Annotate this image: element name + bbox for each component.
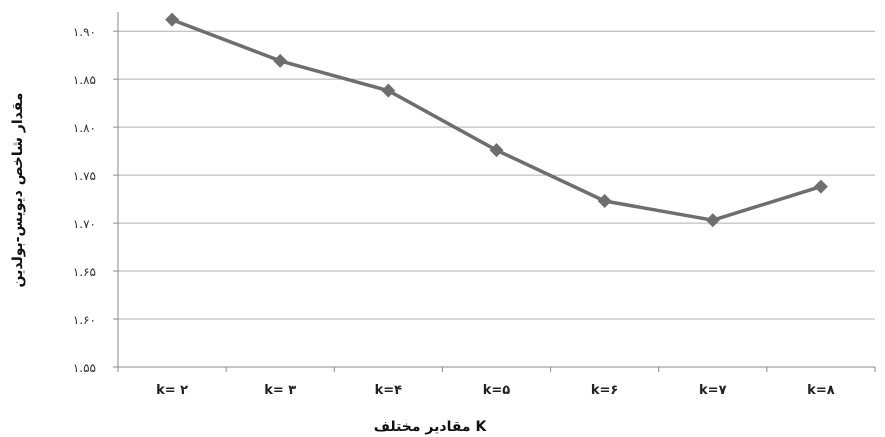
data-point-marker <box>705 213 720 228</box>
y-axis-label: مقدار شاخص دیویس-بولدین <box>10 93 26 288</box>
y-tick-label: ۱.۵۵ <box>73 361 96 375</box>
y-tick-label: ۱.۸۵ <box>73 73 96 87</box>
series-line <box>171 18 822 222</box>
x-tick-label: k= ۳ <box>264 383 296 398</box>
x-tick-label: k=۸ <box>807 383 835 398</box>
y-tick-label: ۱.۶۰ <box>73 313 96 327</box>
x-tick-label: k=۴ <box>375 383 403 398</box>
y-tick-label: ۱.۹۰ <box>73 25 96 39</box>
gridlines <box>118 30 875 320</box>
data-point-marker <box>381 83 396 98</box>
y-tick-label: ۱.۶۵ <box>73 265 96 279</box>
data-point-marker <box>489 143 504 158</box>
x-tick-label: k=۵ <box>483 383 511 398</box>
y-tick-label: ۱.۸۰ <box>73 121 96 135</box>
x-tick-label: k=۶ <box>591 383 618 398</box>
data-point-marker <box>273 53 288 68</box>
x-tick-labels: k= ۲ k= ۳ k=۴ k=۵ k=۶ k=۷ k=۸ <box>117 367 876 398</box>
y-tick-labels: ۱.۵۵ ۱.۶۰ ۱.۶۵ ۱.۷۰ ۱.۷۵ ۱.۸۰ ۱.۸۵ ۱.۹۰ <box>73 25 118 375</box>
data-point-marker <box>813 179 828 194</box>
x-tick-label: k=۷ <box>699 383 727 398</box>
x-axis-label: مقادیر مختلف K <box>374 419 488 435</box>
y-tick-label: ۱.۷۰ <box>73 217 96 231</box>
data-point-marker <box>597 194 612 209</box>
series-markers <box>165 12 828 228</box>
x-tick-label: k= ۲ <box>156 383 188 398</box>
data-point-marker <box>165 12 180 27</box>
y-tick-label: ۱.۷۵ <box>73 169 96 183</box>
